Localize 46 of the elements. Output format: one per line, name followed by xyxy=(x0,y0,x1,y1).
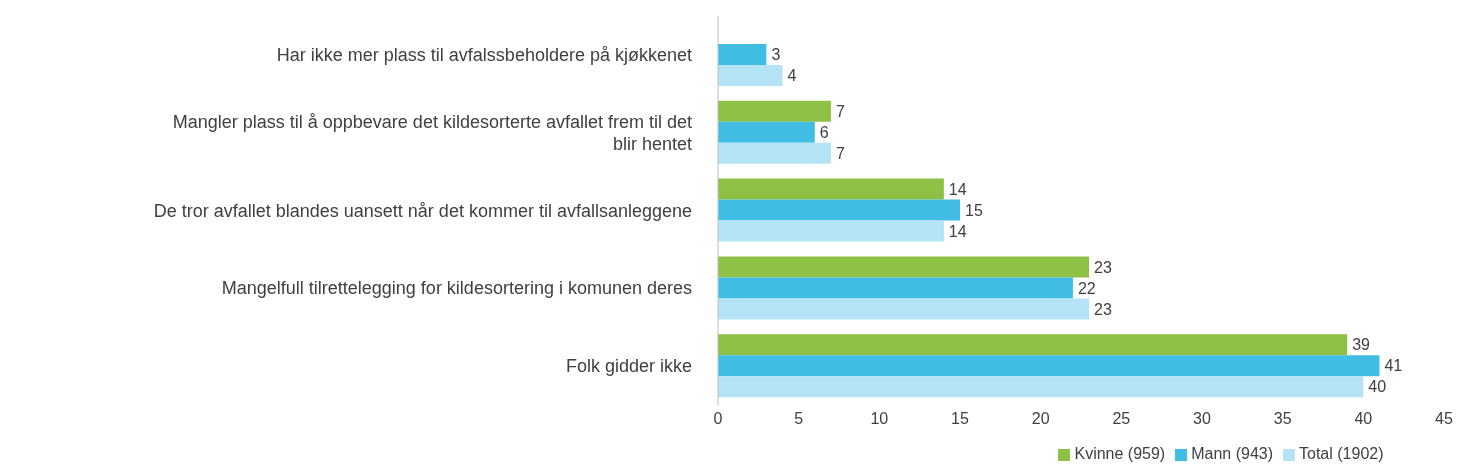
x-tick-label: 10 xyxy=(870,410,889,428)
legend-label: Total (1902) xyxy=(1299,445,1384,462)
x-tick-label: 25 xyxy=(1112,410,1131,428)
data-label: 7 xyxy=(835,144,845,162)
data-label: 14 xyxy=(948,222,967,240)
x-tick-label: 15 xyxy=(951,410,969,428)
y-tick-label: De tror avfallet blandes uansett når det kommer til avfallsanleggene xyxy=(153,200,692,221)
bar xyxy=(718,277,1073,299)
legend-label: Kvinne (959) xyxy=(1074,445,1166,462)
y-tick-label: Har ikke mer plass til avfalssbeholdere på kjøkkenet xyxy=(276,44,692,65)
data-label: 7 xyxy=(835,102,845,120)
data-label: 6 xyxy=(819,123,829,141)
bar xyxy=(718,121,815,143)
x-tick-label: 0 xyxy=(713,410,723,428)
y-tick-label: Mangler plass til å oppbevare det kildesorterte avfallet frem til det blir hentet xyxy=(172,111,692,154)
x-tick-label: 5 xyxy=(794,410,804,428)
bar xyxy=(718,298,1090,320)
bar xyxy=(718,220,944,242)
data-label: 15 xyxy=(965,201,983,219)
data-label: 40 xyxy=(1368,378,1387,396)
bar xyxy=(718,334,1348,356)
x-tick-label: 20 xyxy=(1031,410,1050,428)
bar xyxy=(718,199,960,221)
data-label: 4 xyxy=(787,67,797,85)
data-label: 39 xyxy=(1352,336,1371,354)
data-label: 22 xyxy=(1077,279,1096,297)
x-tick-label: 40 xyxy=(1354,410,1373,428)
data-label: 3 xyxy=(771,46,781,64)
bar xyxy=(718,65,783,86)
bar xyxy=(718,256,1090,278)
y-tick-label: Mangelfull tilrettelegging for kildesortering i komunen deres xyxy=(221,278,692,299)
x-tick-label: 45 xyxy=(1435,410,1453,428)
bar xyxy=(718,142,831,164)
bar xyxy=(718,355,1380,377)
x-tick-label: 30 xyxy=(1193,410,1211,428)
data-label: 23 xyxy=(1094,300,1112,318)
data-label: 41 xyxy=(1384,357,1403,375)
x-tick-label: 35 xyxy=(1273,410,1292,428)
bar xyxy=(718,376,1364,398)
data-label: 23 xyxy=(1094,258,1112,276)
data-label: 14 xyxy=(948,180,967,198)
bar xyxy=(718,100,831,122)
bar xyxy=(718,178,944,200)
bar xyxy=(718,44,767,65)
y-tick-label: Folk gidder ikke xyxy=(565,356,692,377)
legend-label: Mann (943) xyxy=(1191,445,1274,462)
